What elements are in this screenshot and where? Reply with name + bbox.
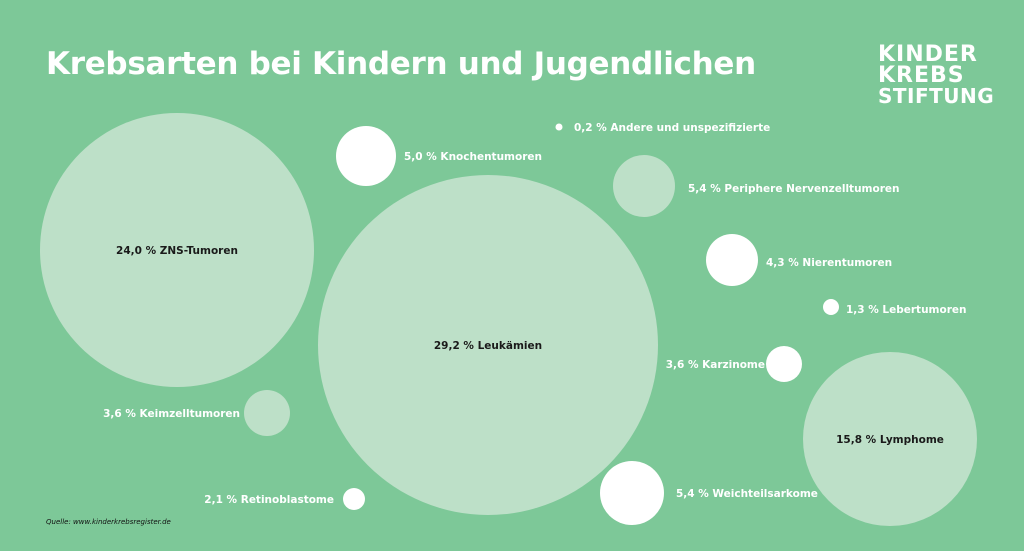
- bubble-2: [803, 352, 977, 526]
- bubble-label-9: 3,6 % Keimzelltumoren: [103, 408, 240, 420]
- bubble-label-11: 5,4 % Weichteilsarkome: [676, 488, 818, 500]
- source-note: Quelle: www.kinderkrebsregister.de: [46, 518, 171, 526]
- logo-line-2: KREBS: [878, 63, 965, 88]
- bubble-11: [600, 461, 664, 525]
- bubble-1: [318, 175, 658, 515]
- bubble-label-7: 1,3 % Lebertumoren: [846, 304, 966, 316]
- bubble-label-4: 0,2 % Andere und unspezifizierte: [574, 122, 770, 134]
- bubble-7: [823, 299, 839, 315]
- logo-line-3: STIFTUNG: [878, 84, 995, 108]
- bubble-label-1: 29,2 % Leukämien: [434, 340, 542, 352]
- bubble-0: [40, 113, 314, 387]
- bubble-label-6: 4,3 % Nierentumoren: [766, 257, 892, 269]
- bubble-3: [336, 126, 396, 186]
- bubble-label-2: 15,8 % Lymphome: [836, 434, 944, 446]
- bubble-4: [555, 123, 563, 131]
- bubble-8: [766, 346, 802, 382]
- bubble-label-3: 5,0 % Knochentumoren: [404, 151, 542, 163]
- bubble-5: [613, 155, 675, 217]
- bubble-6: [706, 234, 758, 286]
- bubble-label-5: 5,4 % Periphere Nervenzelltumoren: [688, 183, 899, 195]
- chart-title: Krebsarten bei Kindern und Jugendlichen: [46, 46, 756, 82]
- bubble-10: [343, 488, 365, 510]
- bubble-9: [244, 390, 290, 436]
- logo-line-1: KINDER: [878, 42, 978, 67]
- bubble-label-8: 3,6 % Karzinome: [666, 359, 765, 371]
- bubble-label-10: 2,1 % Retinoblastome: [204, 494, 334, 506]
- kinderkrebsstiftung-logo: KINDER KREBS STIFTUNG: [878, 44, 994, 107]
- bubble-label-0: 24,0 % ZNS-Tumoren: [116, 245, 238, 257]
